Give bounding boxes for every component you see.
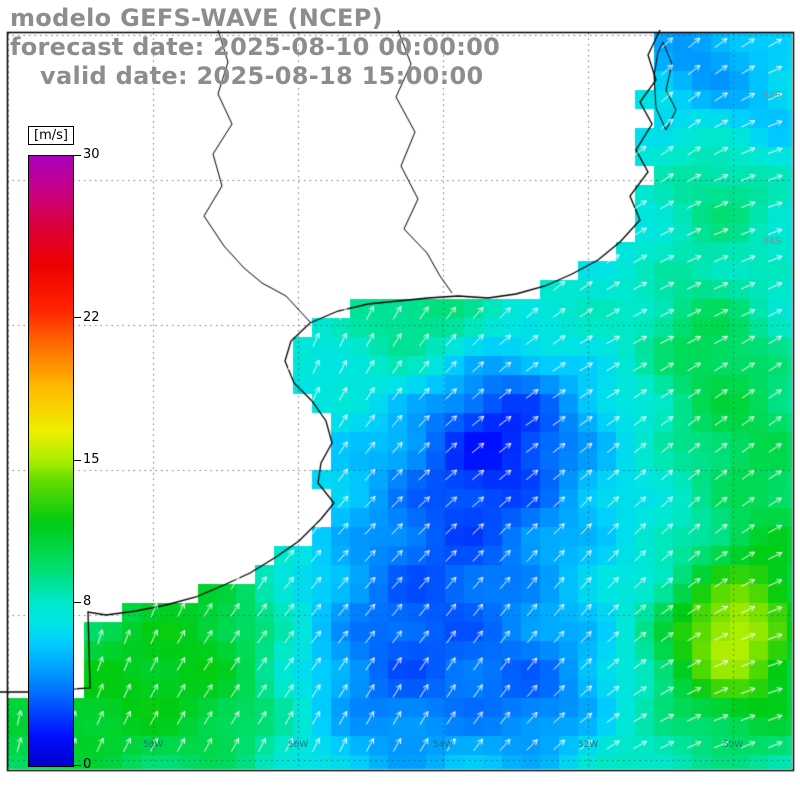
colorbar-tick-label: 15 xyxy=(83,452,100,467)
colorbar-tick-mark xyxy=(74,459,81,461)
model-title: modelo GEFS-WAVE (NCEP) xyxy=(10,4,383,32)
colorbar-unit-label: [m/s] xyxy=(28,126,74,145)
colorbar-tick-mark xyxy=(74,601,81,603)
colorbar-tick-mark xyxy=(74,317,81,319)
forecast-date-label: forecast date: 2025-08-10 00:00:00 xyxy=(10,33,501,61)
grid-label: 50W xyxy=(722,740,744,750)
colorbar-tick-mark xyxy=(74,154,81,156)
grid-label: 58W xyxy=(142,740,164,750)
grid-label: 54W xyxy=(432,740,454,750)
colorbar-tick-label: 30 xyxy=(83,147,100,162)
colorbar-tick-label: 0 xyxy=(83,757,92,772)
colorbar-tick-mark xyxy=(74,764,81,766)
grid-label: 34S xyxy=(762,236,782,247)
colorbar xyxy=(28,155,74,767)
title-block: modelo GEFS-WAVE (NCEP) forecast date: 2… xyxy=(10,4,500,91)
grid-label: 32S xyxy=(762,90,782,101)
colorbar-tick-label: 22 xyxy=(83,309,100,325)
valid-date-label: valid date: 2025-08-18 15:00:00 xyxy=(40,62,484,90)
grid-label: 52W xyxy=(577,740,599,750)
colorbar-tick-label: 8 xyxy=(83,594,92,610)
grid-label: 56W xyxy=(287,740,309,750)
